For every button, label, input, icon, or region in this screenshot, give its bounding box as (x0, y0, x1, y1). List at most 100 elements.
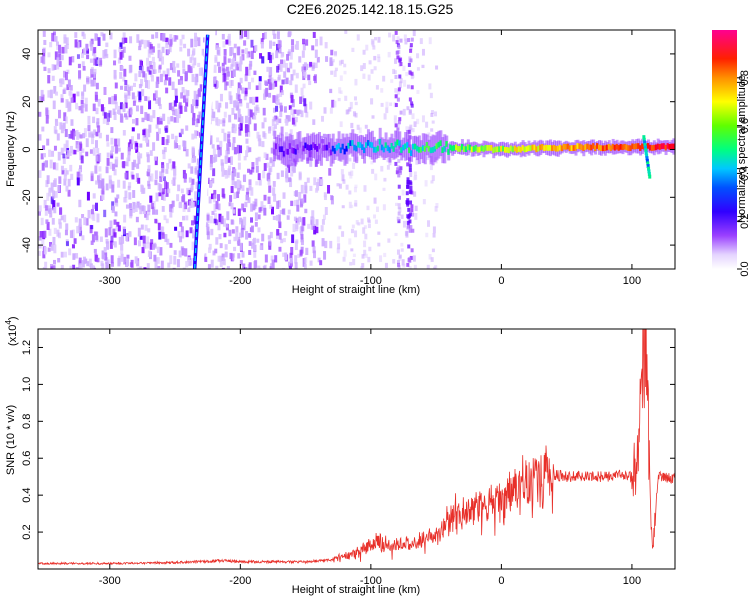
noise-cell (83, 84, 87, 92)
trace-cell (397, 158, 401, 163)
noise-cell (181, 215, 185, 221)
noise-cell (73, 238, 77, 244)
noise-cell (135, 216, 139, 223)
noise-cell (300, 231, 304, 236)
noise-cell (71, 56, 75, 63)
noise-cell (42, 47, 46, 53)
noise-cell (245, 138, 249, 144)
noise-cell (157, 49, 161, 59)
carrier-cell (443, 145, 446, 152)
carrier-cell (596, 143, 599, 149)
noise-cell (135, 202, 139, 208)
noise-cell (179, 105, 183, 114)
noise-cell (237, 94, 241, 102)
noise-cell (218, 213, 222, 223)
noise-cell (191, 201, 195, 208)
carrier-cell (642, 135, 646, 140)
noise-cell (62, 89, 66, 94)
noise-cell (291, 117, 295, 125)
x-tick-label: 0 (498, 575, 504, 587)
noise-cell (236, 172, 240, 179)
carrier-cell (296, 144, 299, 151)
noise-cell (325, 56, 329, 62)
noise-cell (217, 203, 221, 211)
noise-cell (53, 145, 57, 151)
noise-cell (230, 64, 234, 70)
noise-cell (233, 192, 237, 199)
noise-cell (57, 232, 61, 239)
noise-cell (178, 102, 182, 109)
noise-cell (127, 154, 131, 162)
noise-cell (349, 101, 353, 109)
noise-cell (298, 56, 302, 63)
noise-cell (212, 168, 216, 177)
trace-cell (407, 38, 411, 43)
noise-cell (229, 47, 233, 57)
noise-cell (200, 67, 204, 74)
noise-cell (243, 216, 247, 226)
snr-scale-prefix: (x10 (7, 325, 19, 346)
noise-cell (315, 188, 319, 193)
noise-cell (63, 214, 67, 223)
noise-cell (76, 144, 80, 153)
noise-cell (298, 191, 302, 201)
carrier-cell (359, 142, 362, 149)
noise-cell (78, 257, 82, 265)
noise-cell (297, 253, 301, 258)
trace-cell (398, 74, 402, 79)
noise-cell (363, 185, 367, 192)
noise-cell (56, 185, 60, 193)
carrier-cell (376, 145, 380, 152)
noise-cell (44, 160, 48, 168)
noise-cell (47, 208, 51, 213)
carrier-cell (464, 146, 468, 153)
noise-cell (351, 224, 355, 229)
noise-cell (141, 205, 145, 212)
noise-cell (146, 154, 150, 163)
noise-cell (427, 220, 431, 227)
noise-cell (171, 106, 175, 112)
noise-cell (434, 111, 438, 117)
noise-cell (62, 153, 66, 159)
noise-cell (218, 102, 222, 108)
noise-cell (89, 58, 93, 63)
noise-cell (58, 176, 62, 184)
noise-cell (262, 131, 266, 138)
noise-cell (138, 66, 142, 71)
noise-cell (363, 225, 367, 229)
trace-cell (397, 195, 401, 200)
noise-cell (60, 98, 64, 103)
carrier-cell (457, 145, 460, 152)
noise-cell (74, 268, 78, 269)
snr-y-axis-label: SNR (10 * v/v) (5, 405, 17, 475)
noise-cell (147, 128, 151, 138)
noise-cell (173, 35, 177, 42)
noise-cell (108, 175, 112, 184)
noise-cell (167, 262, 171, 268)
noise-cell (271, 259, 275, 269)
carrier-cell (478, 146, 482, 153)
noise-cell (291, 45, 295, 53)
noise-cell (60, 147, 64, 156)
snr-series-line (38, 329, 675, 566)
noise-cell (101, 191, 105, 200)
noise-cell (117, 138, 121, 147)
carrier-cell (341, 143, 344, 150)
noise-cell (127, 146, 131, 156)
noise-cell (110, 235, 114, 243)
noise-cell (191, 147, 195, 153)
noise-cell (414, 213, 418, 220)
noise-cell (238, 98, 242, 104)
noise-cell (76, 132, 80, 140)
noise-cell (233, 236, 237, 242)
noise-cell (95, 107, 99, 115)
carrier-cell (300, 148, 303, 155)
noise-cell (270, 206, 274, 215)
noise-cell (172, 110, 176, 116)
noise-cell (286, 215, 290, 220)
noise-cell (191, 73, 195, 83)
noise-cell (121, 234, 125, 244)
noise-cell (104, 49, 108, 57)
noise-cell (105, 42, 109, 48)
